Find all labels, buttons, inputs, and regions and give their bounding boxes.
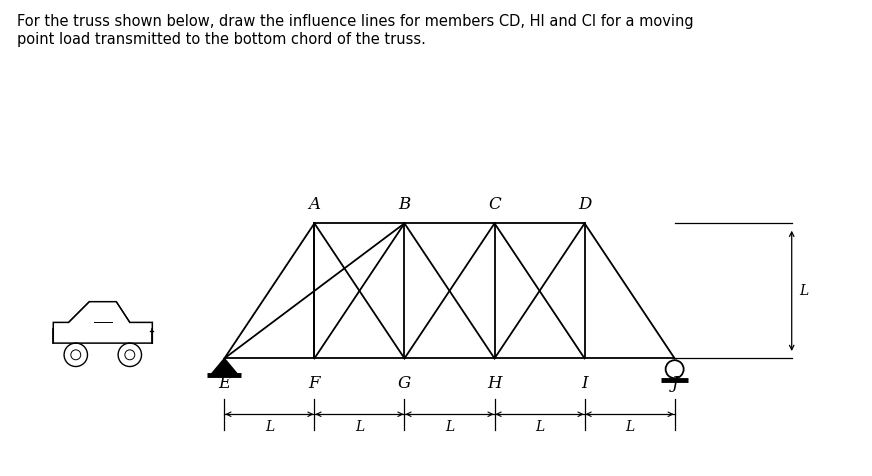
Text: L: L — [799, 284, 808, 298]
Text: C: C — [488, 196, 501, 212]
Text: For the truss shown below, draw the influence lines for members CD, HI and CI fo: For the truss shown below, draw the infl… — [17, 14, 694, 47]
Text: B: B — [399, 196, 411, 212]
Text: L: L — [535, 420, 544, 434]
Text: F: F — [309, 375, 320, 392]
Text: L: L — [355, 420, 364, 434]
Text: L: L — [445, 420, 454, 434]
Text: A: A — [309, 196, 320, 212]
Text: L: L — [265, 420, 274, 434]
Text: J: J — [671, 375, 678, 392]
Text: L: L — [625, 420, 634, 434]
Text: E: E — [218, 375, 230, 392]
Text: I: I — [582, 375, 588, 392]
Polygon shape — [211, 358, 238, 375]
Text: G: G — [398, 375, 411, 392]
Text: H: H — [487, 375, 501, 392]
Text: D: D — [578, 196, 591, 212]
